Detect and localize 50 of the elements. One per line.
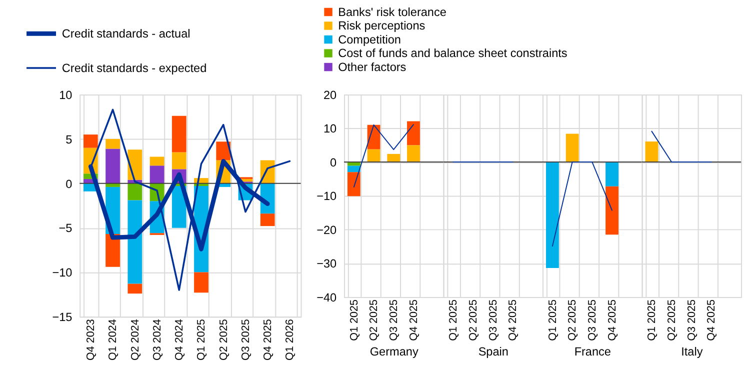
y-tick-label: −15 — [52, 311, 73, 324]
x-tick-label: Q1 2025 — [546, 299, 559, 341]
x-tick-label: Q2 2025 — [368, 299, 380, 341]
y-tick-label: −40 — [316, 291, 338, 304]
y-tick-label: −10 — [52, 266, 73, 280]
x-tick-label: Q2 2025 — [467, 299, 480, 341]
x-tick-label: Q4 2023 — [85, 319, 98, 361]
x-tick-label: Q3 2025 — [388, 299, 400, 341]
legend-label: Risk perceptions — [338, 20, 426, 33]
x-tick-label: Q4 2025 — [606, 299, 618, 341]
y-tick-label: −5 — [58, 222, 73, 236]
x-tick-label: Q2 2025 — [218, 319, 230, 361]
y-tick-label: 20 — [324, 88, 338, 102]
x-tick-label: Q4 2025 — [408, 299, 420, 341]
y-tick-label: −20 — [316, 224, 338, 237]
x-tick-label: Q2 2025 — [566, 299, 579, 341]
legend-label: Credit standards - actual — [62, 28, 190, 41]
legend-label: Banks' risk tolerance — [338, 6, 447, 19]
y-tick-label: −10 — [316, 190, 338, 204]
x-tick-label: Q4 2024 — [174, 319, 186, 361]
x-tick-label: Q1 2025 — [348, 299, 360, 341]
x-axis-title: France — [574, 346, 612, 359]
y-tick-label: 10 — [324, 122, 338, 136]
x-tick-label: Q1 2025 — [448, 299, 460, 341]
x-axis-title: Italy — [681, 346, 703, 359]
x-tick-label: Q2 2025 — [666, 299, 678, 341]
x-tick-label: Q2 2024 — [129, 319, 142, 361]
y-tick-label: 5 — [66, 133, 73, 146]
y-tick-label: 0 — [330, 156, 338, 170]
x-axis-title: Spain — [478, 346, 508, 359]
x-tick-label: Q3 2025 — [240, 319, 252, 361]
y-tick-label: 0 — [66, 178, 73, 191]
legend-label: Credit standards - expected — [62, 62, 207, 75]
legend-label: Cost of funds and balance sheet constraints — [338, 47, 568, 60]
x-tick-label: Q3 2025 — [586, 299, 599, 341]
x-tick-label: Q3 2025 — [487, 299, 500, 341]
legend-label: Other factors — [338, 60, 406, 74]
y-tick-label: −30 — [316, 258, 338, 271]
x-tick-label: Q4 2025 — [507, 299, 520, 341]
x-tick-label: Q1 2024 — [107, 319, 120, 361]
x-tick-label: Q4 2025 — [262, 319, 274, 361]
x-tick-label: Q4 2025 — [706, 299, 718, 341]
x-tick-label: Q1 2025 — [196, 319, 208, 361]
y-tick-label: 10 — [59, 88, 73, 102]
legend-label: Competition — [338, 33, 401, 46]
x-tick-label: Q3 2025 — [686, 299, 698, 341]
x-tick-label: Q1 2025 — [646, 299, 658, 341]
x-axis-title: Germany — [370, 346, 418, 359]
x-tick-label: Q1 2026 — [284, 319, 296, 361]
x-tick-label: Q3 2024 — [151, 319, 164, 361]
